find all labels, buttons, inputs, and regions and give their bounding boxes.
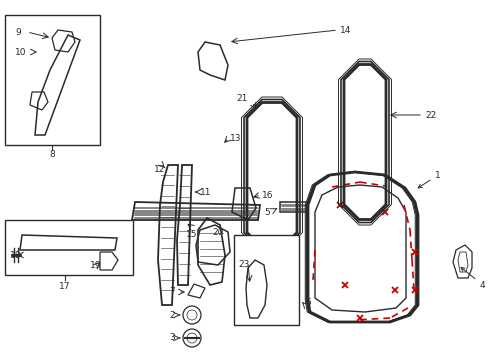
Text: 22: 22 — [424, 111, 435, 120]
Text: 12: 12 — [154, 165, 165, 174]
Text: 16: 16 — [262, 190, 273, 199]
Text: 17: 17 — [59, 282, 71, 291]
Text: 14: 14 — [339, 26, 351, 35]
Text: 18: 18 — [10, 251, 21, 260]
Text: 15: 15 — [186, 230, 197, 239]
Text: 11: 11 — [200, 188, 211, 197]
Bar — [5, 15, 100, 145]
Text: 5: 5 — [264, 207, 269, 216]
Text: 2: 2 — [169, 310, 175, 320]
Text: 8: 8 — [49, 150, 55, 159]
Text: 6: 6 — [305, 298, 310, 307]
Text: 19: 19 — [90, 261, 102, 270]
Text: 7: 7 — [169, 288, 175, 297]
Text: 21: 21 — [236, 94, 247, 103]
Text: 3: 3 — [169, 333, 175, 342]
Text: 13: 13 — [229, 134, 241, 143]
Text: 1: 1 — [417, 171, 440, 188]
Text: 4: 4 — [460, 267, 485, 289]
Bar — [5, 220, 133, 275]
Bar — [234, 235, 298, 325]
Text: 23: 23 — [238, 260, 249, 269]
Text: 9: 9 — [15, 27, 20, 36]
Text: 20: 20 — [212, 228, 223, 237]
Text: 10: 10 — [15, 48, 26, 57]
